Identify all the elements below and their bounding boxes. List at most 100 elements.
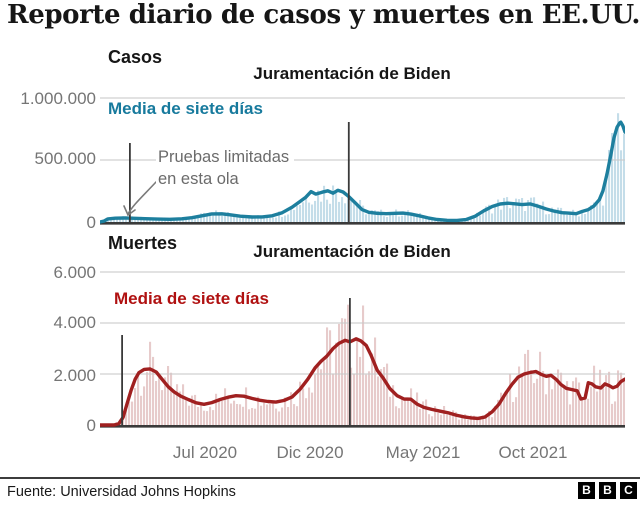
daily-bar — [524, 211, 527, 222]
seven-day-average-line — [100, 120, 625, 224]
daily-bar — [134, 388, 137, 425]
daily-bar — [527, 349, 530, 425]
daily-bar — [410, 215, 413, 222]
daily-bar — [314, 200, 317, 222]
daily-bar — [584, 214, 587, 222]
daily-bar — [506, 392, 509, 425]
daily-bar — [176, 219, 179, 222]
daily-bar — [158, 376, 161, 425]
daily-bar — [227, 397, 230, 425]
xtick-oct-2021: Oct 2021 — [498, 443, 568, 462]
daily-bar — [611, 403, 614, 425]
daily-bar — [152, 356, 155, 425]
daily-bar — [242, 217, 245, 222]
daily-bar — [239, 218, 242, 222]
daily-bar — [191, 395, 194, 425]
daily-bar — [533, 383, 536, 425]
daily-bar — [497, 399, 500, 425]
daily-bar — [149, 219, 152, 222]
daily-bar — [302, 202, 305, 222]
daily-bar — [386, 363, 389, 425]
daily-bar — [488, 204, 491, 222]
daily-bar — [215, 210, 218, 222]
daily-bar — [329, 330, 332, 425]
daily-bar — [503, 197, 506, 222]
daily-bar — [188, 218, 191, 222]
daily-bar — [437, 412, 440, 425]
daily-bar — [602, 205, 605, 222]
daily-bar — [218, 214, 221, 222]
daily-bar — [599, 195, 602, 222]
xtick-may-2021: May 2021 — [385, 443, 461, 462]
daily-bar — [164, 220, 167, 222]
daily-bar — [416, 392, 419, 425]
daily-bar — [545, 394, 548, 425]
daily-bar — [431, 219, 434, 222]
daily-bar — [299, 205, 302, 222]
daily-bar — [317, 190, 320, 222]
daily-bar — [557, 369, 560, 425]
daily-bar — [332, 185, 335, 222]
daily-bar — [293, 209, 296, 222]
xtick-dic-2020: Dic 2020 — [276, 443, 344, 462]
daily-bar — [515, 397, 518, 425]
daily-bar — [245, 218, 248, 222]
daily-bar — [548, 374, 551, 425]
daily-bar — [443, 406, 446, 425]
daily-bar — [329, 203, 332, 222]
daily-bar — [560, 207, 563, 222]
daily-bar — [209, 406, 212, 425]
daily-bar — [269, 404, 272, 425]
daily-bar — [224, 388, 227, 425]
daily-bar — [491, 213, 494, 222]
daily-bar — [344, 318, 347, 425]
daily-bar — [296, 406, 299, 425]
daily-bar — [257, 396, 260, 425]
limited-testing-annotation: Pruebas limitadas en esta ola — [156, 146, 295, 191]
daily-bar — [338, 201, 341, 222]
daily-bar — [206, 411, 209, 425]
daily-bar — [284, 215, 287, 222]
daily-bar — [479, 215, 482, 222]
daily-bar — [527, 200, 530, 222]
daily-bar — [140, 395, 143, 425]
daily-bar — [614, 401, 617, 425]
daily-bar — [515, 198, 518, 222]
daily-bar — [509, 208, 512, 222]
daily-bar — [476, 420, 479, 425]
daily-bar — [281, 407, 284, 425]
daily-bar — [311, 204, 314, 222]
daily-bar — [224, 212, 227, 222]
daily-bar — [173, 220, 176, 222]
daily-bar — [470, 415, 473, 425]
daily-bar — [575, 213, 578, 222]
daily-bar — [389, 396, 392, 425]
daily-bar — [371, 210, 374, 222]
daily-bar — [605, 173, 608, 222]
daily-bar — [518, 366, 521, 425]
daily-bar — [614, 135, 617, 222]
daily-bar — [353, 374, 356, 425]
daily-bar — [581, 211, 584, 222]
daily-bar — [377, 376, 380, 425]
cases-ytick-500000: 500.000 — [34, 149, 96, 168]
daily-bar — [173, 391, 176, 425]
daily-bar — [542, 201, 545, 222]
daily-bar — [131, 401, 134, 425]
daily-bar — [575, 377, 578, 425]
daily-bar — [395, 209, 398, 222]
daily-bar — [365, 214, 368, 222]
daily-bar — [503, 394, 506, 425]
daily-bar — [221, 401, 224, 425]
daily-bar — [326, 327, 329, 425]
daily-bar — [509, 373, 512, 425]
daily-bar — [215, 393, 218, 425]
daily-bar — [197, 216, 200, 222]
daily-bar — [545, 214, 548, 222]
daily-bar — [422, 401, 425, 425]
daily-bar — [623, 381, 625, 425]
daily-bar — [416, 213, 419, 222]
daily-bar — [119, 217, 122, 222]
daily-bar — [470, 218, 473, 222]
daily-bar — [539, 206, 542, 222]
